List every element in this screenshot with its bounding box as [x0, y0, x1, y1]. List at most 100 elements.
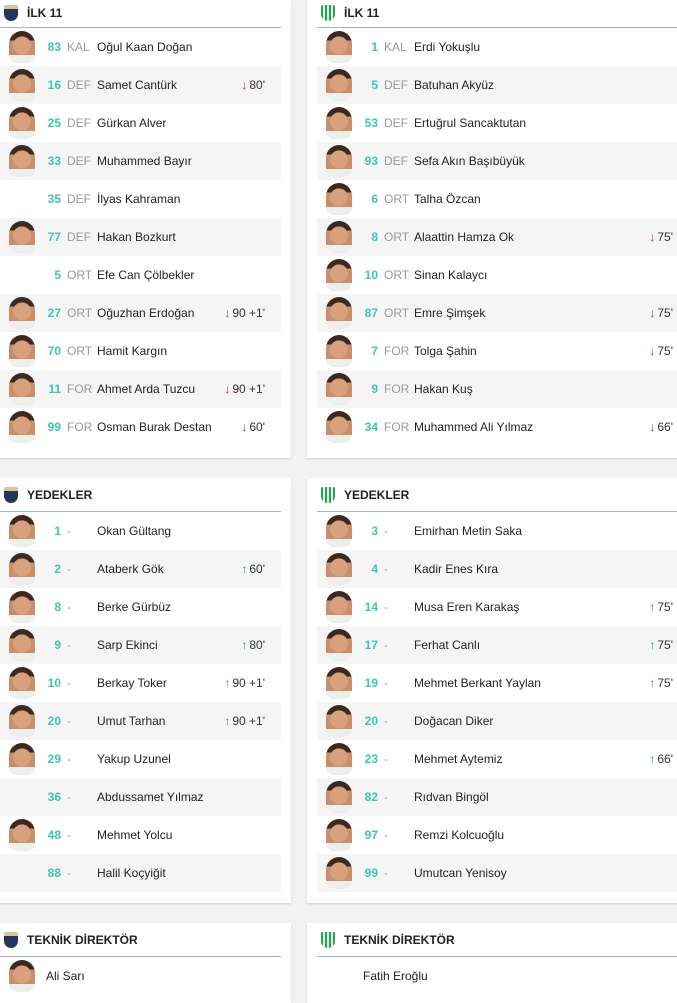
- player-photo: [9, 221, 35, 253]
- player-row[interactable]: 5 ORT Efe Can Çölbekler: [0, 256, 281, 294]
- player-row[interactable]: 6 ORT Talha Özcan: [317, 180, 677, 218]
- away-starting-panel: İLK 11 1 KAL Erdi Yokuşlu 5 DEF Batuhan …: [307, 0, 677, 458]
- substitution-time: 66': [657, 420, 673, 434]
- away-team-crest-icon: [321, 931, 335, 948]
- player-row[interactable]: 20 - Umut Tarhan ↑ 90 +1': [0, 702, 281, 740]
- player-row[interactable]: 29 - Yakup Uzunel: [0, 740, 281, 778]
- player-row[interactable]: 8 ORT Alaattin Hamza Ok ↓ 75': [317, 218, 677, 256]
- player-row[interactable]: 34 FOR Muhammed Ali Yılmaz ↓ 66': [317, 408, 677, 446]
- player-position: FOR: [384, 420, 410, 434]
- player-row[interactable]: 4 - Kadir Enes Kıra: [317, 550, 677, 588]
- player-row[interactable]: 23 - Mehmet Aytemiz ↑ 66': [317, 740, 677, 778]
- player-name: İlyas Kahraman: [97, 192, 181, 206]
- player-row[interactable]: 70 ORT Hamit Kargın: [0, 332, 281, 370]
- player-row[interactable]: 10 - Berkay Toker ↑ 90 +1': [0, 664, 281, 702]
- player-photo: [326, 705, 352, 737]
- coach-row[interactable]: Ali Sarı: [0, 957, 281, 995]
- player-position: -: [67, 790, 71, 804]
- player-position: -: [384, 638, 388, 652]
- player-row[interactable]: 8 - Berke Gürbüz: [0, 588, 281, 626]
- substitution-in: ↑ 66': [649, 752, 673, 766]
- player-row[interactable]: 77 DEF Hakan Bozkurt: [0, 218, 281, 256]
- player-name: Remzi Kolcuoğlu: [414, 828, 505, 842]
- player-number: 20: [364, 714, 378, 728]
- player-photo: [326, 857, 352, 889]
- player-number: 99: [47, 420, 61, 434]
- player-row[interactable]: 99 FOR Osman Burak Destan ↓ 60': [0, 408, 281, 446]
- player-position: ORT: [67, 306, 93, 320]
- player-number: 6: [371, 192, 378, 206]
- player-number: 29: [47, 752, 61, 766]
- player-row[interactable]: 25 DEF Gürkan Alver: [0, 104, 281, 142]
- player-number: 4: [371, 562, 378, 576]
- player-row[interactable]: 87 ORT Emre Şimşek ↓ 75': [317, 294, 677, 332]
- player-position: FOR: [67, 382, 93, 396]
- player-row[interactable]: 3 - Emirhan Metin Saka: [317, 512, 677, 550]
- player-row[interactable]: 20 - Doğacan Diker: [317, 702, 677, 740]
- player-position: -: [384, 600, 388, 614]
- player-row[interactable]: 36 - Abdussamet Yılmaz: [0, 778, 281, 816]
- player-number: 99: [364, 866, 378, 880]
- player-photo: [9, 107, 35, 139]
- player-row[interactable]: 5 DEF Batuhan Akyüz: [317, 66, 677, 104]
- arrow-down-icon: ↓: [649, 230, 656, 244]
- substitution-time: 75': [657, 600, 673, 614]
- player-name: Berkay Toker: [97, 676, 167, 690]
- player-row[interactable]: 10 ORT Sinan Kalaycı: [317, 256, 677, 294]
- player-position: DEF: [67, 192, 91, 206]
- substitution-time: 60': [249, 420, 265, 434]
- player-name: Rıdvan Bingöl: [414, 790, 489, 804]
- player-name: Hamit Kargın: [97, 344, 168, 358]
- player-name: Abdussamet Yılmaz: [97, 790, 204, 804]
- player-row[interactable]: 99 - Umutcan Yenisoy: [317, 854, 677, 892]
- substitution-time: 90 +1': [232, 382, 265, 396]
- arrow-up-icon: ↑: [241, 638, 248, 652]
- player-row[interactable]: 82 - Rıdvan Bingöl: [317, 778, 677, 816]
- coach-photo: [326, 960, 352, 992]
- arrow-down-icon: ↓: [649, 306, 656, 320]
- player-photo: [326, 411, 352, 443]
- player-name: Ertuğrul Sancaktutan: [414, 116, 527, 130]
- player-row[interactable]: 1 - Okan Gültang: [0, 512, 281, 550]
- player-number: 2: [54, 562, 61, 576]
- player-row[interactable]: 14 - Musa Eren Karakaş ↑ 75': [317, 588, 677, 626]
- home-team-crest-icon: [4, 931, 18, 948]
- player-row[interactable]: 97 - Remzi Kolcuoğlu: [317, 816, 677, 854]
- player-row[interactable]: 9 - Sarp Ekinci ↑ 80': [0, 626, 281, 664]
- coach-row[interactable]: Fatih Eroğlu: [317, 957, 677, 995]
- player-row[interactable]: 53 DEF Ertuğrul Sancaktutan: [317, 104, 677, 142]
- player-position: ORT: [384, 268, 410, 282]
- player-name: Ataberk Gök: [97, 562, 164, 576]
- player-photo: [326, 69, 352, 101]
- player-row[interactable]: 35 DEF İlyas Kahraman: [0, 180, 281, 218]
- player-row[interactable]: 48 - Mehmet Yolcu: [0, 816, 281, 854]
- coach-name: Ali Sarı: [46, 969, 85, 983]
- away-team-crest-icon: [321, 486, 335, 503]
- player-row[interactable]: 93 DEF Sefa Akın Başıbüyük: [317, 142, 677, 180]
- player-row[interactable]: 16 DEF Samet Cantürk ↓ 80': [0, 66, 281, 104]
- player-photo: [9, 69, 35, 101]
- player-row[interactable]: 1 KAL Erdi Yokuşlu: [317, 28, 677, 66]
- player-row[interactable]: 2 - Ataberk Gök ↑ 60': [0, 550, 281, 588]
- player-number: 1: [54, 524, 61, 538]
- player-row[interactable]: 27 ORT Oğuzhan Erdoğan ↓ 90 +1': [0, 294, 281, 332]
- player-number: 70: [47, 344, 61, 358]
- player-photo: [9, 373, 35, 405]
- player-row[interactable]: 83 KAL Oğul Kaan Doğan: [0, 28, 281, 66]
- player-number: 53: [364, 116, 378, 130]
- player-row[interactable]: 9 FOR Hakan Kuş: [317, 370, 677, 408]
- player-row[interactable]: 11 FOR Ahmet Arda Tuzcu ↓ 90 +1': [0, 370, 281, 408]
- player-photo: [9, 259, 35, 291]
- substitution-out: ↓ 90 +1': [224, 382, 265, 396]
- player-row[interactable]: 17 - Ferhat Canlı ↑ 75': [317, 626, 677, 664]
- arrow-down-icon: ↓: [224, 306, 231, 320]
- arrow-up-icon: ↑: [649, 638, 656, 652]
- player-name: Oğul Kaan Doğan: [97, 40, 193, 54]
- player-row[interactable]: 7 FOR Tolga Şahin ↓ 75': [317, 332, 677, 370]
- player-row[interactable]: 19 - Mehmet Berkant Yaylan ↑ 75': [317, 664, 677, 702]
- player-row[interactable]: 33 DEF Muhammed Bayır: [0, 142, 281, 180]
- player-row[interactable]: 88 - Halil Koçyiğit: [0, 854, 281, 892]
- home-team-crest-icon: [4, 5, 18, 21]
- substitution-in: ↑ 75': [649, 676, 673, 690]
- substitution-in: ↑ 60': [241, 562, 265, 576]
